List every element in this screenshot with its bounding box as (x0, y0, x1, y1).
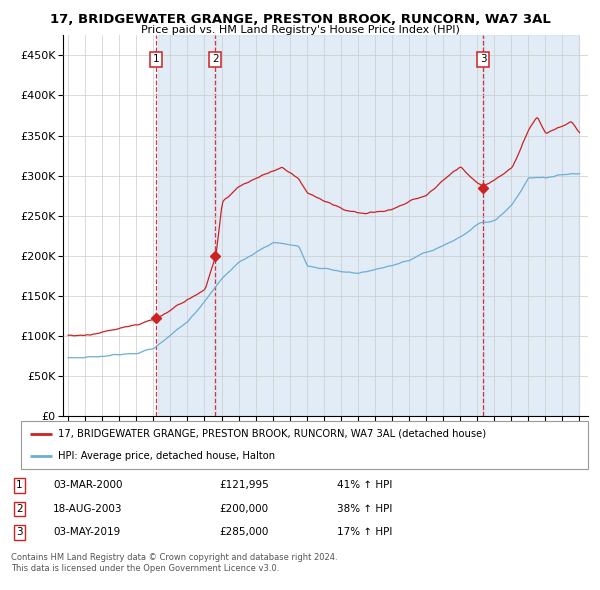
Text: 2: 2 (212, 54, 218, 64)
Text: HPI: Average price, detached house, Halton: HPI: Average price, detached house, Halt… (58, 451, 275, 461)
Text: 17, BRIDGEWATER GRANGE, PRESTON BROOK, RUNCORN, WA7 3AL: 17, BRIDGEWATER GRANGE, PRESTON BROOK, R… (50, 13, 550, 26)
Text: Price paid vs. HM Land Registry's House Price Index (HPI): Price paid vs. HM Land Registry's House … (140, 25, 460, 35)
Text: 18-AUG-2003: 18-AUG-2003 (53, 504, 122, 514)
Text: 17, BRIDGEWATER GRANGE, PRESTON BROOK, RUNCORN, WA7 3AL (detached house): 17, BRIDGEWATER GRANGE, PRESTON BROOK, R… (58, 429, 486, 439)
Text: 2: 2 (16, 504, 23, 514)
Text: 1: 1 (153, 54, 160, 64)
Text: 3: 3 (479, 54, 487, 64)
Text: 03-MAR-2000: 03-MAR-2000 (53, 480, 122, 490)
Text: 03-MAY-2019: 03-MAY-2019 (53, 527, 120, 537)
Text: £121,995: £121,995 (220, 480, 269, 490)
Text: This data is licensed under the Open Government Licence v3.0.: This data is licensed under the Open Gov… (11, 564, 279, 573)
Text: 3: 3 (16, 527, 23, 537)
FancyBboxPatch shape (21, 421, 588, 469)
Text: 1: 1 (16, 480, 23, 490)
Text: Contains HM Land Registry data © Crown copyright and database right 2024.: Contains HM Land Registry data © Crown c… (11, 553, 337, 562)
Text: 38% ↑ HPI: 38% ↑ HPI (337, 504, 392, 514)
Text: 17% ↑ HPI: 17% ↑ HPI (337, 527, 392, 537)
Text: £285,000: £285,000 (220, 527, 269, 537)
Text: £200,000: £200,000 (220, 504, 269, 514)
Text: 41% ↑ HPI: 41% ↑ HPI (337, 480, 392, 490)
